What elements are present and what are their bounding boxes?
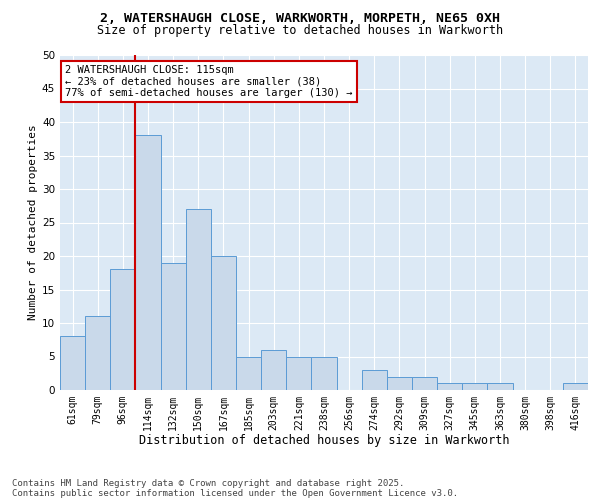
X-axis label: Distribution of detached houses by size in Warkworth: Distribution of detached houses by size …: [139, 434, 509, 448]
Bar: [186, 209, 211, 390]
Bar: [362, 370, 387, 390]
Bar: [110, 270, 136, 390]
Bar: [487, 384, 512, 390]
Bar: [236, 356, 261, 390]
Bar: [60, 336, 85, 390]
Bar: [136, 136, 161, 390]
Bar: [261, 350, 286, 390]
Bar: [311, 356, 337, 390]
Bar: [563, 384, 588, 390]
Bar: [437, 384, 462, 390]
Y-axis label: Number of detached properties: Number of detached properties: [28, 124, 38, 320]
Text: 2 WATERSHAUGH CLOSE: 115sqm
← 23% of detached houses are smaller (38)
77% of sem: 2 WATERSHAUGH CLOSE: 115sqm ← 23% of det…: [65, 65, 353, 98]
Bar: [211, 256, 236, 390]
Bar: [286, 356, 311, 390]
Bar: [85, 316, 110, 390]
Bar: [161, 262, 186, 390]
Bar: [412, 376, 437, 390]
Text: Size of property relative to detached houses in Warkworth: Size of property relative to detached ho…: [97, 24, 503, 37]
Text: Contains HM Land Registry data © Crown copyright and database right 2025.: Contains HM Land Registry data © Crown c…: [12, 478, 404, 488]
Bar: [387, 376, 412, 390]
Bar: [462, 384, 487, 390]
Text: 2, WATERSHAUGH CLOSE, WARKWORTH, MORPETH, NE65 0XH: 2, WATERSHAUGH CLOSE, WARKWORTH, MORPETH…: [100, 12, 500, 26]
Text: Contains public sector information licensed under the Open Government Licence v3: Contains public sector information licen…: [12, 488, 458, 498]
